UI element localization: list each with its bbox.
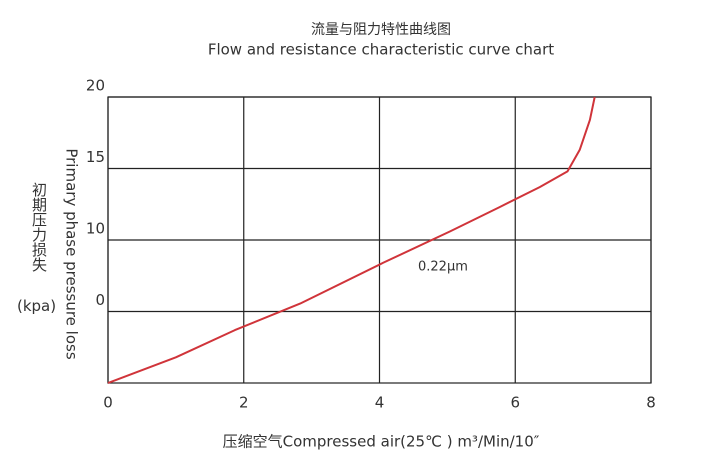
y-tick-label: 10 [86, 220, 105, 238]
y-axis-label-en: Primary phase pressure loss [63, 148, 81, 359]
x-tick-label: 4 [375, 394, 385, 412]
x-tick-label: 8 [646, 394, 656, 412]
chart-title: 流量与阻力特性曲线图 [311, 22, 451, 38]
annotation: 0.22μm [418, 260, 468, 275]
y-axis-label-cn: 初期压力损失 [30, 182, 48, 272]
y-tick-label: 20 [86, 77, 105, 95]
y-tick-label: 0 [95, 291, 105, 309]
x-tick-label: 2 [239, 394, 249, 412]
x-tick-label: 6 [510, 394, 520, 412]
x-tick-label: 0 [103, 394, 113, 412]
y-axis-unit: (kpa) [17, 297, 57, 315]
y-tick-label: 15 [86, 148, 105, 166]
data-line [107, 96, 596, 384]
x-axis-label: 压缩空气Compressed air(25℃ ) m³/Min/10″ [223, 433, 540, 451]
chart-subtitle: Flow and resistance characteristic curve… [208, 41, 554, 59]
